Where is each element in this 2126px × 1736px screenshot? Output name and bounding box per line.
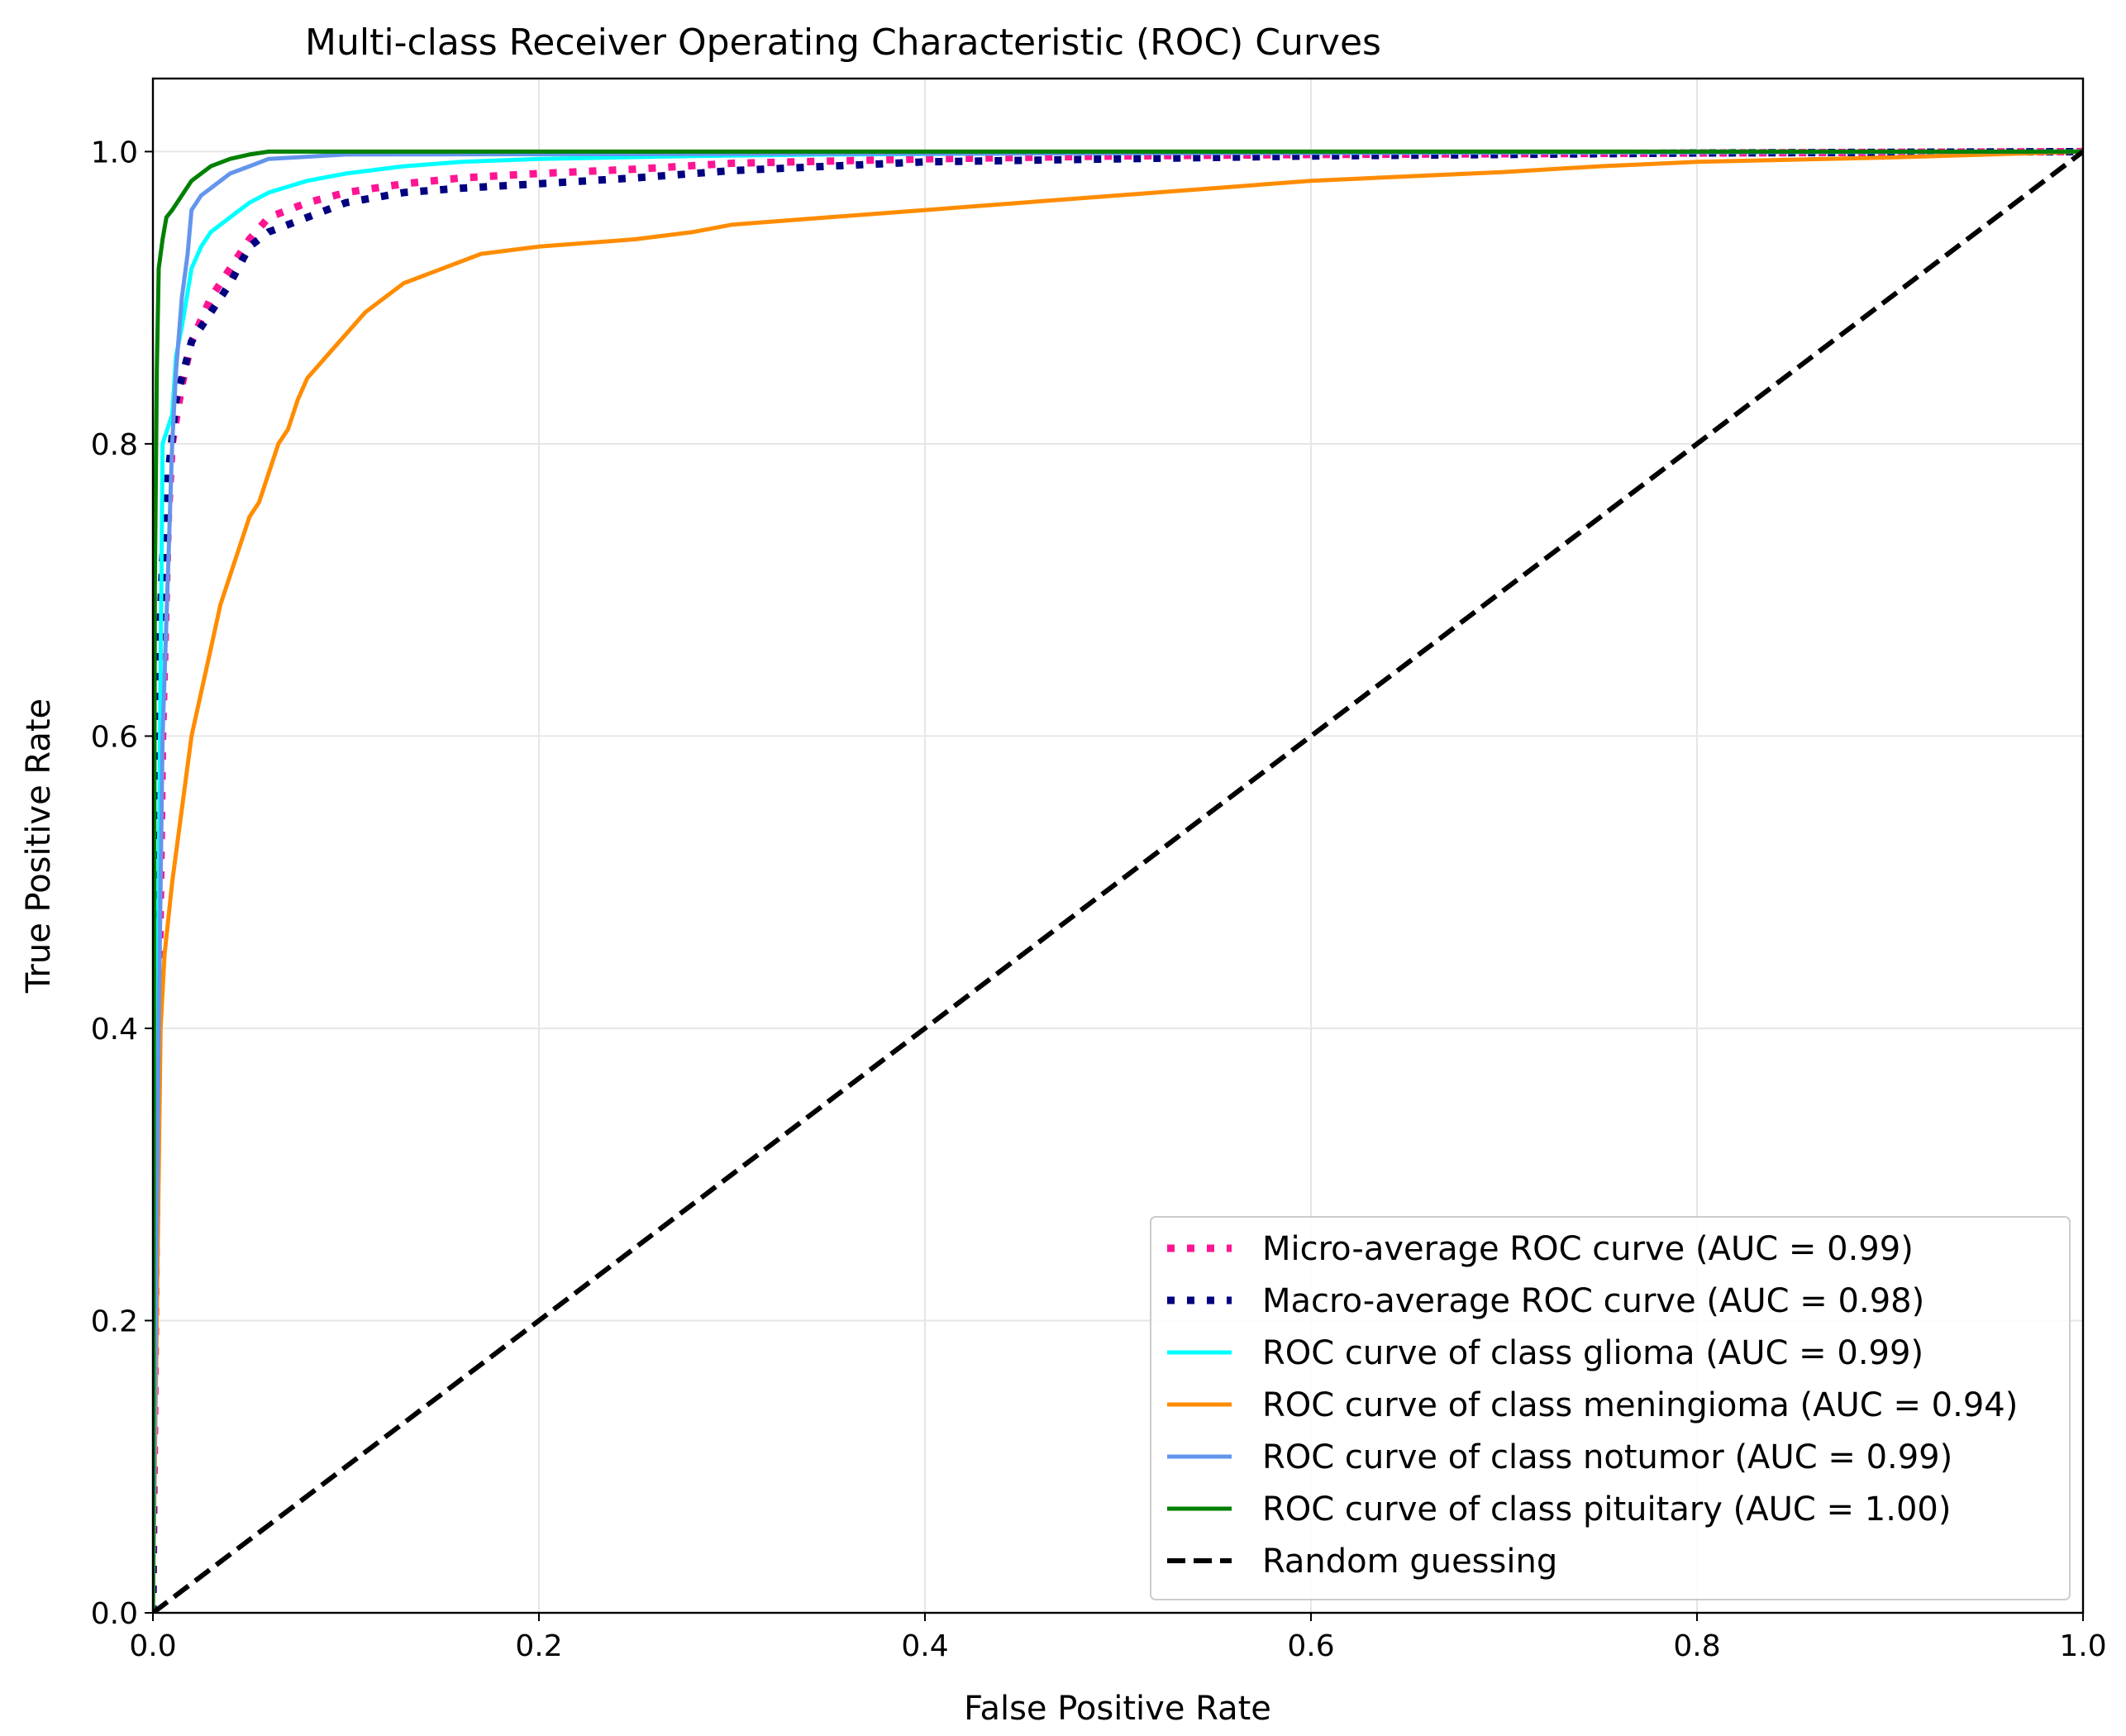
legend-label: ROC curve of class glioma (AUC = 0.99) [1262,1334,1923,1372]
legend-label: Macro-average ROC curve (AUC = 0.98) [1262,1282,1924,1320]
x-tick-label: 0.8 [1673,1629,1720,1663]
y-tick-label: 0.2 [91,1304,138,1338]
grid [152,79,2084,1614]
legend-label: Random guessing [1262,1543,1557,1581]
legend-label: ROC curve of class notumor (AUC = 0.99) [1262,1438,1952,1476]
axes-frame [151,77,2085,1614]
x-tick-label: 0.4 [901,1629,948,1663]
series-line-roc-curve-of-class-meningioma [153,149,2083,1613]
legend-label: Micro-average ROC curve (AUC = 0.99) [1262,1230,1914,1268]
x-axis-label: False Positive Rate [964,1690,1271,1728]
y-tick-label: 0.4 [91,1013,138,1047]
series-line-micro-average-roc-curve [153,147,2083,1613]
legend-box [1150,1216,2071,1600]
y-tick-label: 0.8 [91,428,138,462]
x-tick-label: 0.2 [515,1629,562,1663]
series-line-roc-curve-of-class-pituitary [153,149,2083,1613]
chart-title: Multi-class Receiver Operating Character… [305,21,1381,64]
series-line-macro-average-roc-curve [153,147,2083,1613]
legend-label: ROC curve of class pituitary (AUC = 1.00… [1262,1490,1951,1529]
y-tick-label: 0.0 [91,1597,138,1631]
y-tick-label: 1.0 [91,136,138,169]
legend-label: ROC curve of class meningioma (AUC = 0.9… [1262,1386,2018,1424]
x-tick-label: 1.0 [2059,1629,2106,1663]
x-tick-label: 0.6 [1287,1629,1334,1663]
y-axis-label: True Positive Rate [20,699,58,994]
ticks: 0.0 0.2 0.4 0.6 0.8 1.0 0.0 0.2 0.4 0.6 0.8 1.0 [91,136,2107,1663]
plot-area [153,147,2083,1613]
x-tick-label: 0.0 [129,1629,176,1663]
series-line-roc-curve-of-class-notumor [153,149,2083,1613]
legend: Micro-average ROC curve (AUC = 0.99) Macr… [1150,1216,2071,1600]
y-tick-label: 0.6 [91,720,138,754]
series-line-random-guessing [153,150,2083,1613]
